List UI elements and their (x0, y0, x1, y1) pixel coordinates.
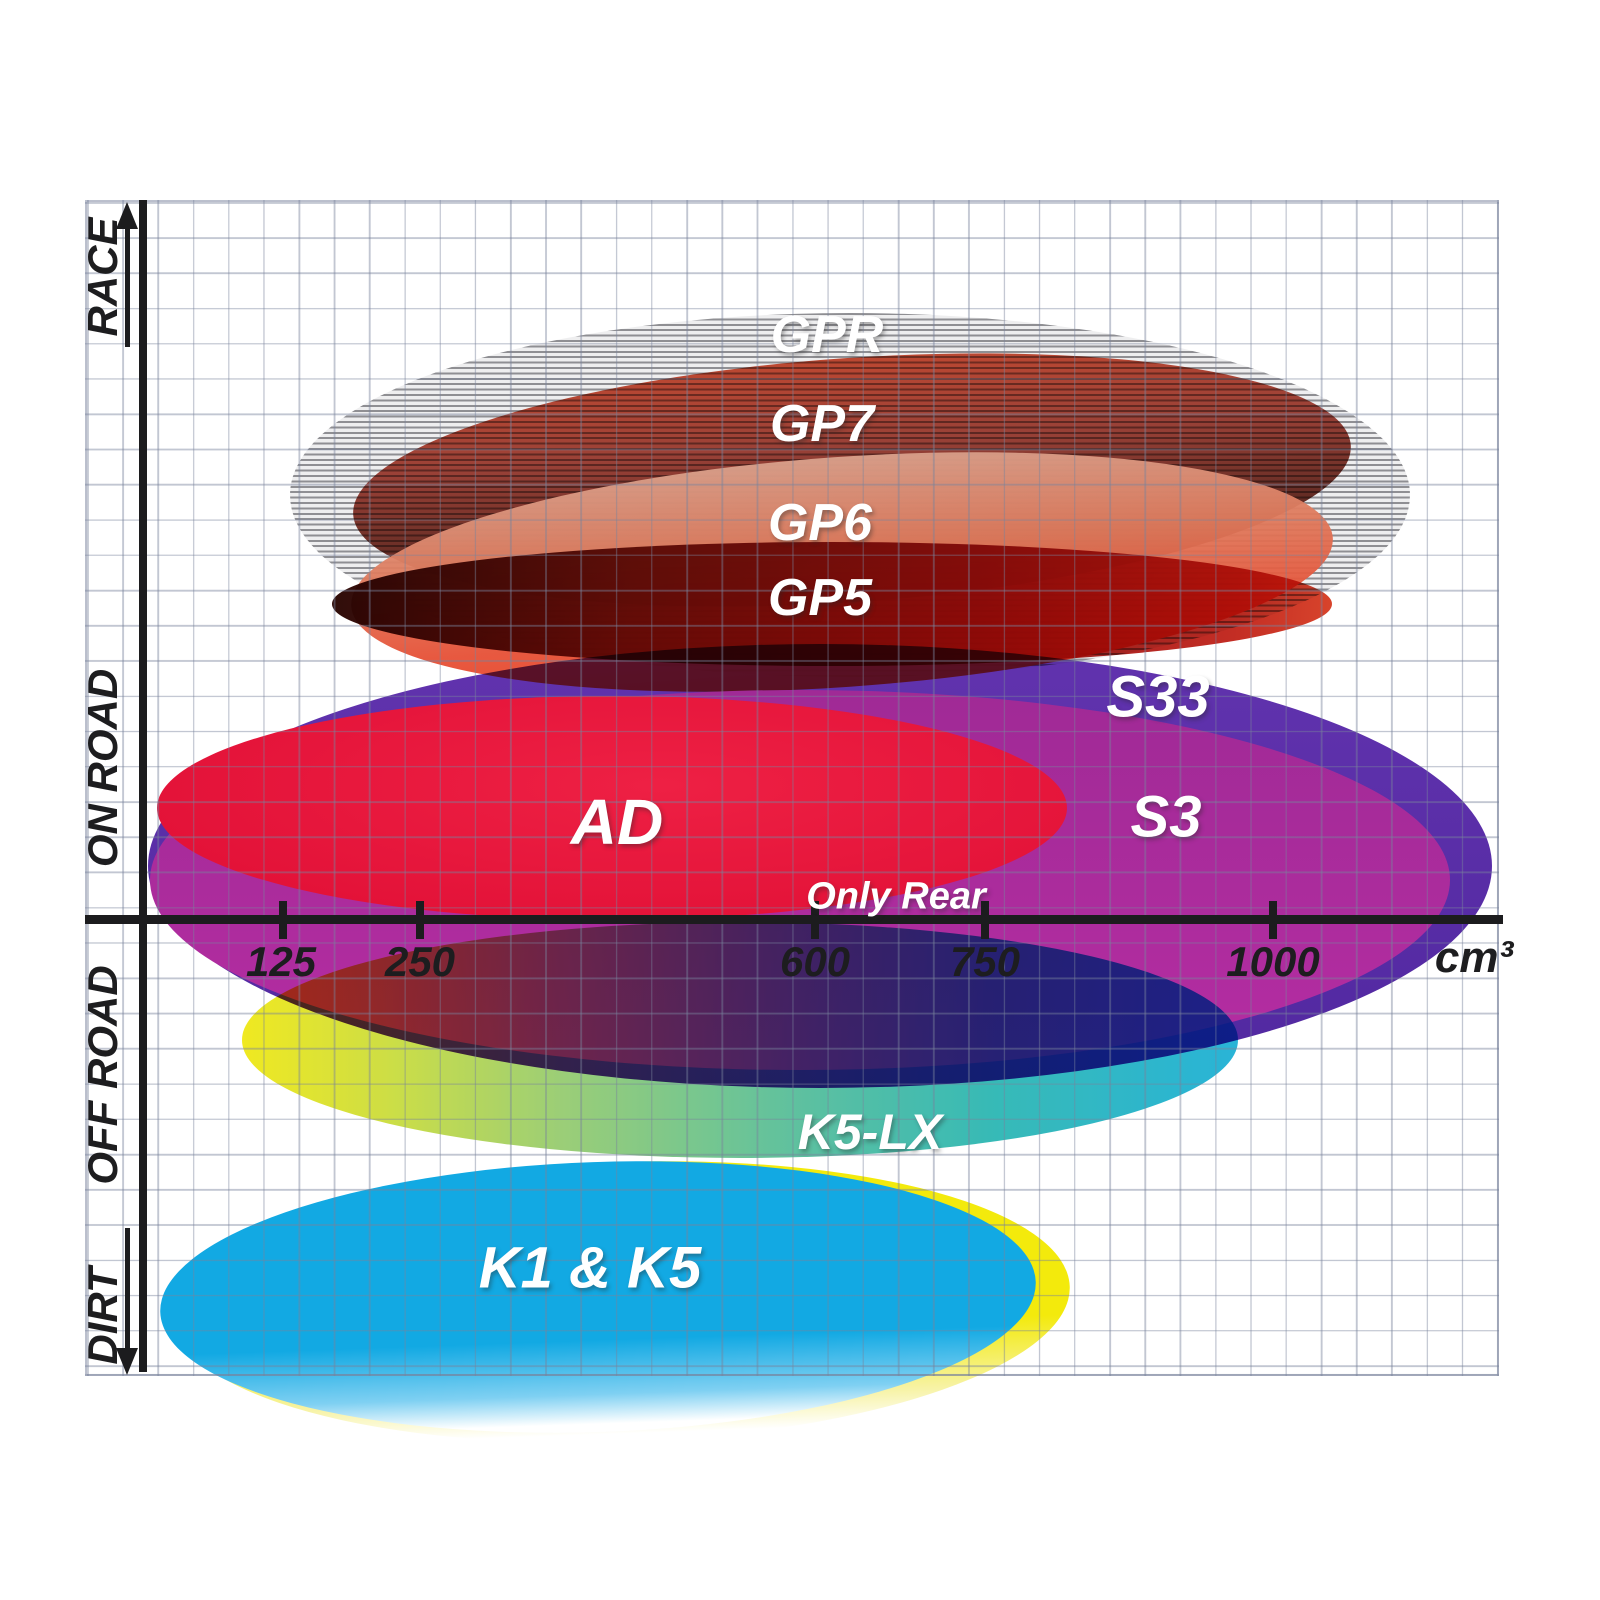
race-arrow-up-icon (116, 202, 138, 229)
label-only-rear: Only Rear (806, 875, 986, 918)
y-label-on-road: ON ROAD (79, 668, 126, 868)
y-axis-line (139, 200, 147, 1372)
label-k5lx: K5-LX (797, 1104, 943, 1160)
x-axis-unit: cm³ (1434, 933, 1514, 982)
x-label-1000: 1000 (1226, 938, 1320, 985)
dirt-arrow-down-icon (116, 1348, 138, 1375)
y-label-dirt: DIRT (79, 1267, 126, 1365)
x-tick-600 (811, 901, 819, 939)
x-label-600: 600 (779, 938, 851, 985)
label-s3: S3 (1130, 784, 1202, 850)
label-s33: S33 (1106, 664, 1210, 730)
x-label-125: 125 (245, 938, 317, 985)
k5lx-ellipse (242, 922, 1238, 1158)
x-tick-1000 (1269, 901, 1277, 939)
ad-ellipse (157, 696, 1067, 920)
x-label-750: 750 (949, 938, 1021, 985)
label-k1k5: K1 & K5 (478, 1235, 702, 1301)
dirt-arrow-shaft (125, 1228, 130, 1350)
x-tick-250 (416, 901, 424, 939)
x-tick-750 (981, 901, 989, 939)
y-label-off-road: OFF ROAD (79, 965, 126, 1185)
label-gpr: GPR (770, 306, 884, 364)
label-gp7: GP7 (769, 395, 875, 453)
x-axis-line (85, 915, 1503, 924)
label-ad: AD (570, 786, 664, 858)
label-gp6: GP6 (767, 494, 873, 552)
y-label-race: RACE (79, 217, 126, 337)
x-tick-125 (279, 901, 287, 939)
x-label-250: 250 (384, 938, 456, 985)
label-gp5: GP5 (767, 569, 873, 627)
race-arrow-shaft (125, 227, 130, 347)
